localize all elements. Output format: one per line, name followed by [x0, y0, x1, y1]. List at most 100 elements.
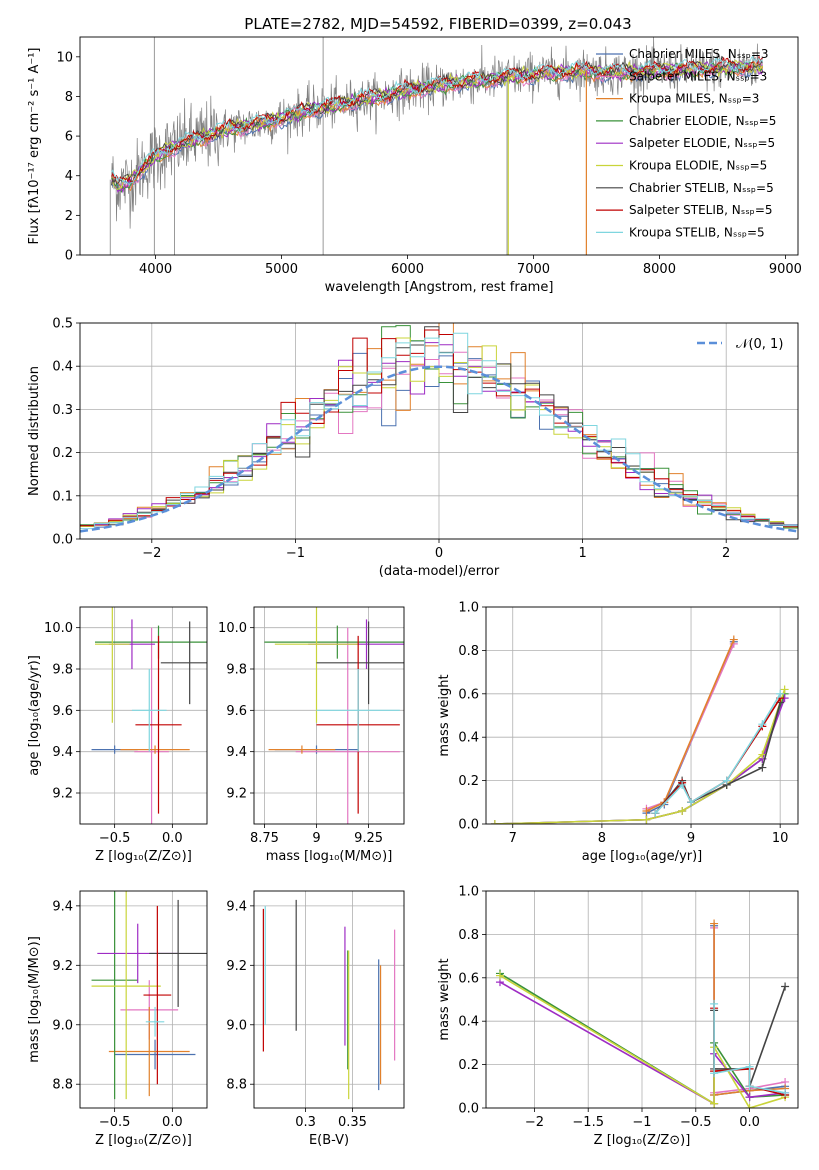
y-tick-label: 9.0	[52, 1018, 73, 1033]
axes-frame	[79, 606, 208, 825]
y-tick-label: 1.0	[458, 601, 479, 616]
legend-label: Chabrier ELODIE, Nₛₛₚ=5	[629, 114, 776, 128]
y-tick-label: 9.2	[226, 959, 247, 974]
plus-marker	[745, 1082, 754, 1091]
mass-weight-line	[654, 693, 781, 814]
plot-area-age-vs-mass	[264, 607, 404, 824]
mass-weight-line	[494, 697, 786, 824]
y-tick-label: 10	[56, 50, 73, 65]
x-tick-label: 0.0	[162, 831, 183, 846]
plus-marker	[758, 720, 767, 729]
x-tick-label: 0.0	[739, 1115, 760, 1130]
plot-area-residuals	[80, 323, 798, 533]
y-tick-label: 9.6	[52, 704, 73, 719]
axes-massweight-vs-age: 7 8 9 10 0.0 0.2 0.4 0.6 0.8 1.0 age [log₁₀(age/yr…	[437, 601, 799, 864]
legend-label: Kroupa STELIB, Nₛₛₚ=5	[629, 225, 765, 239]
legend-label: Salpeter STELIB, Nₛₛₚ=5	[629, 203, 773, 217]
x-tick-label: 0	[435, 546, 443, 561]
plus-marker	[678, 806, 687, 815]
axes-age-vs-Z: −0.5 0.0 9.2 9.4 9.6 9.8 10.0 Z [log₁₀(Z/Z⊙)] ag…	[27, 606, 208, 864]
x-tick-label: 2	[722, 546, 730, 561]
plus-marker	[745, 1093, 754, 1102]
legend-label: Chabrier MILES, Nₛₛₚ=3	[629, 47, 769, 61]
plus-marker	[781, 1088, 790, 1097]
histogram-steps	[80, 329, 798, 527]
axes-massweight-vs-Z: −2 −1.5 −1 −0.5 0.0 0.0 0.2 0.4 0.6 0.8 1.0 Z [log₁…	[437, 885, 799, 1148]
axes-frame	[79, 322, 799, 540]
figure-title: PLATE=2782, MJD=54592, FIBERID=0399, z=0…	[244, 15, 631, 33]
y-tick-label: 0.2	[458, 774, 479, 789]
plus-marker	[758, 763, 767, 772]
y-tick-label: 0.0	[52, 533, 73, 548]
y-axis-label: mass [log₁₀(M/M⊙)]	[27, 936, 42, 1063]
x-axis-label: Z [log₁₀(Z/Z⊙)]	[95, 849, 192, 864]
y-tick-label: 10.0	[44, 621, 73, 636]
legend-label: Salpeter MILES, Nₛₛₚ=3	[629, 69, 767, 83]
y-tick-label: 9.4	[52, 745, 73, 760]
plus-marker	[710, 1069, 719, 1078]
mass-weight-line	[654, 702, 781, 814]
y-tick-label: 6	[65, 130, 73, 145]
axes-frame	[485, 890, 799, 1109]
x-tick-label: 9	[312, 831, 320, 846]
plus-marker	[710, 999, 719, 1008]
plus-marker	[729, 635, 738, 644]
axes-mass-vs-Z: −0.5 0.0 8.8 9.0 9.2 9.4 Z [log₁₀(Z/Z⊙)] mass […	[27, 890, 208, 1148]
model-line	[111, 60, 764, 193]
y-tick-label: 0.8	[458, 644, 479, 659]
y-tick-label: 0.0	[458, 1102, 479, 1117]
y-tick-label: 9.2	[52, 959, 73, 974]
y-tick-label: 0.6	[458, 687, 479, 702]
y-tick-label: 0.3	[52, 403, 73, 418]
y-axis-label: Normed distribution	[27, 366, 42, 496]
axes-age-vs-mass: 8.75 9 9.25 9.2 9.4 9.6 9.8 10.0 mass [log₁₀(M/M…	[218, 606, 405, 864]
y-tick-label: 9.8	[52, 663, 73, 678]
y-tick-label: 0.2	[458, 1058, 479, 1073]
model-line	[111, 60, 764, 192]
model-line	[111, 64, 763, 190]
histogram-steps	[80, 337, 798, 527]
x-tick-label: −2	[525, 1115, 544, 1130]
x-tick-label: 7	[509, 831, 517, 846]
y-tick-label: 9.2	[52, 787, 73, 802]
x-axis-label: E(B-V)	[309, 1133, 349, 1148]
axes-frame	[79, 890, 208, 1109]
plus-marker	[776, 689, 785, 698]
y-axis-label: mass weight	[437, 674, 452, 756]
y-tick-label: 0.4	[52, 360, 73, 375]
x-tick-label: 9000	[769, 262, 802, 277]
x-axis-label: mass [log₁₀(M/M⊙)]	[266, 849, 393, 864]
plus-marker	[642, 815, 651, 824]
plus-marker	[490, 820, 499, 824]
plus-marker	[722, 776, 731, 785]
x-axis-label: Z [log₁₀(Z/Z⊙)]	[95, 1133, 192, 1148]
plus-marker	[781, 982, 790, 991]
axes-frame	[253, 606, 405, 825]
x-tick-label: −0.5	[680, 1115, 712, 1130]
y-tick-label: 9.2	[226, 787, 247, 802]
y-tick-label: 9.4	[226, 745, 247, 760]
plus-marker	[642, 806, 651, 815]
model-line	[111, 59, 763, 186]
model-line	[111, 55, 764, 186]
x-tick-label: 9.25	[354, 831, 383, 846]
x-tick-label: −1.5	[572, 1115, 604, 1130]
plot-area-mass-vs-ebv	[262, 899, 396, 1100]
y-tick-label: 8	[65, 90, 73, 105]
x-tick-label: 0.3	[295, 1115, 316, 1130]
legend-label: Chabrier STELIB, Nₛₛₚ=5	[629, 181, 774, 195]
y-tick-label: 0.4	[458, 731, 479, 746]
y-tick-label: 0.4	[458, 1015, 479, 1030]
x-tick-label: −0.5	[99, 1115, 131, 1130]
x-tick-label: 8.75	[250, 831, 279, 846]
plus-marker	[758, 750, 767, 759]
y-tick-label: 9.4	[226, 899, 247, 914]
axes-frame	[253, 890, 405, 1109]
x-axis-label: age [log₁₀(age/yr)]	[582, 849, 703, 864]
x-tick-label: 4000	[139, 262, 172, 277]
x-tick-label: 9	[687, 831, 695, 846]
x-tick-label: 8	[598, 831, 606, 846]
y-tick-label: 0.6	[458, 971, 479, 986]
x-tick-label: 0.0	[162, 1115, 183, 1130]
plus-marker	[678, 780, 687, 789]
